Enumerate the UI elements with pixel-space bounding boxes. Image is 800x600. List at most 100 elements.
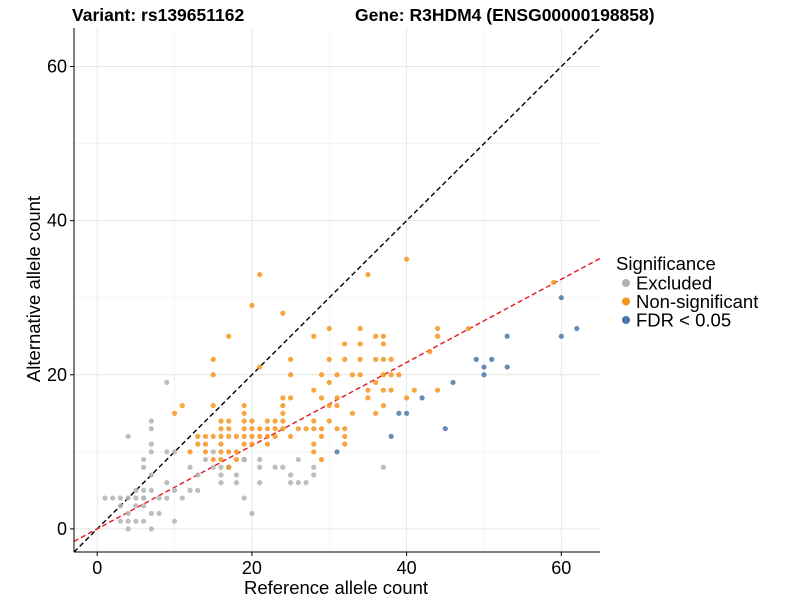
data-point	[380, 356, 387, 362]
data-point	[481, 364, 487, 370]
data-point	[241, 441, 247, 447]
data-point	[226, 418, 232, 424]
data-point	[171, 410, 178, 416]
data-point	[334, 426, 340, 432]
data-point	[280, 402, 286, 409]
data-point	[287, 433, 294, 440]
x-tick-label: 60	[551, 558, 571, 578]
data-point	[311, 426, 317, 432]
y-tick-label: 0	[57, 519, 67, 539]
data-point	[264, 418, 270, 424]
identity-reference-line	[74, 28, 600, 552]
legend-key-1	[622, 297, 630, 306]
data-point	[558, 295, 564, 301]
data-point	[365, 271, 371, 278]
data-point	[311, 333, 317, 339]
series-non-significant	[171, 256, 557, 470]
data-point	[318, 456, 325, 463]
data-point	[411, 387, 417, 393]
data-points	[102, 256, 580, 532]
data-point	[287, 356, 294, 362]
data-point	[404, 256, 410, 262]
data-point	[272, 433, 278, 440]
data-point	[148, 449, 154, 455]
data-point	[311, 441, 317, 447]
data-point	[349, 410, 356, 416]
data-point	[117, 518, 124, 524]
data-point	[311, 472, 317, 478]
data-point	[318, 433, 325, 440]
data-point	[280, 410, 286, 416]
data-point	[326, 402, 332, 409]
legend-key-2	[622, 316, 630, 324]
data-point	[257, 456, 263, 463]
data-point	[141, 518, 147, 524]
y-axis-ticks: 0 20 40 60	[47, 57, 74, 539]
x-axis-ticks: 0 20 40 60	[92, 552, 571, 578]
data-point	[311, 449, 317, 455]
data-point	[318, 426, 325, 432]
data-point	[133, 518, 139, 524]
data-point	[249, 510, 255, 517]
data-point	[334, 395, 340, 401]
data-point	[233, 456, 240, 463]
data-point	[233, 433, 240, 440]
data-point	[218, 418, 224, 424]
data-point	[434, 333, 441, 339]
data-point	[148, 418, 154, 424]
legend-title: Significance	[616, 253, 716, 274]
data-point	[218, 449, 224, 455]
data-point	[318, 372, 325, 378]
data-point	[102, 495, 108, 501]
y-tick-label: 60	[47, 57, 67, 77]
data-point	[179, 402, 185, 409]
data-point	[342, 426, 348, 432]
data-point	[280, 395, 286, 401]
data-point	[226, 426, 232, 432]
data-point	[380, 341, 387, 347]
data-point	[117, 495, 124, 501]
data-point	[125, 518, 131, 524]
legend-label: Non-significant	[636, 291, 758, 312]
data-point	[202, 456, 209, 463]
data-point	[264, 433, 270, 440]
data-point	[218, 480, 224, 486]
data-point	[280, 426, 286, 432]
data-point	[210, 433, 216, 440]
data-point	[388, 433, 394, 440]
data-point	[489, 356, 495, 362]
data-point	[195, 487, 201, 493]
data-point	[226, 449, 232, 455]
data-point	[257, 426, 263, 432]
data-point	[257, 480, 263, 486]
data-point	[125, 433, 131, 440]
data-point	[257, 464, 263, 470]
data-point	[357, 372, 363, 378]
data-point	[373, 410, 379, 416]
data-point	[249, 302, 255, 309]
data-point	[210, 372, 216, 378]
data-point	[295, 456, 301, 463]
data-point	[156, 495, 162, 501]
chart-title-gene: Gene: R3HDM4 (ENSG00000198858)	[355, 5, 655, 25]
data-point	[504, 364, 510, 370]
y-tick-label: 40	[47, 211, 67, 231]
data-point	[334, 372, 340, 378]
data-point	[326, 356, 332, 362]
data-point	[357, 341, 363, 347]
series-fdr-0-05	[334, 295, 580, 455]
data-point	[218, 433, 224, 440]
data-point	[249, 441, 255, 447]
data-point	[202, 449, 209, 455]
data-point	[481, 372, 487, 378]
data-point	[249, 433, 255, 440]
data-point	[287, 472, 294, 478]
data-point	[241, 456, 247, 463]
data-point	[334, 449, 340, 455]
data-point	[210, 356, 216, 362]
data-point	[179, 495, 185, 501]
data-point	[210, 464, 216, 470]
data-point	[280, 418, 286, 424]
data-point	[419, 395, 425, 401]
